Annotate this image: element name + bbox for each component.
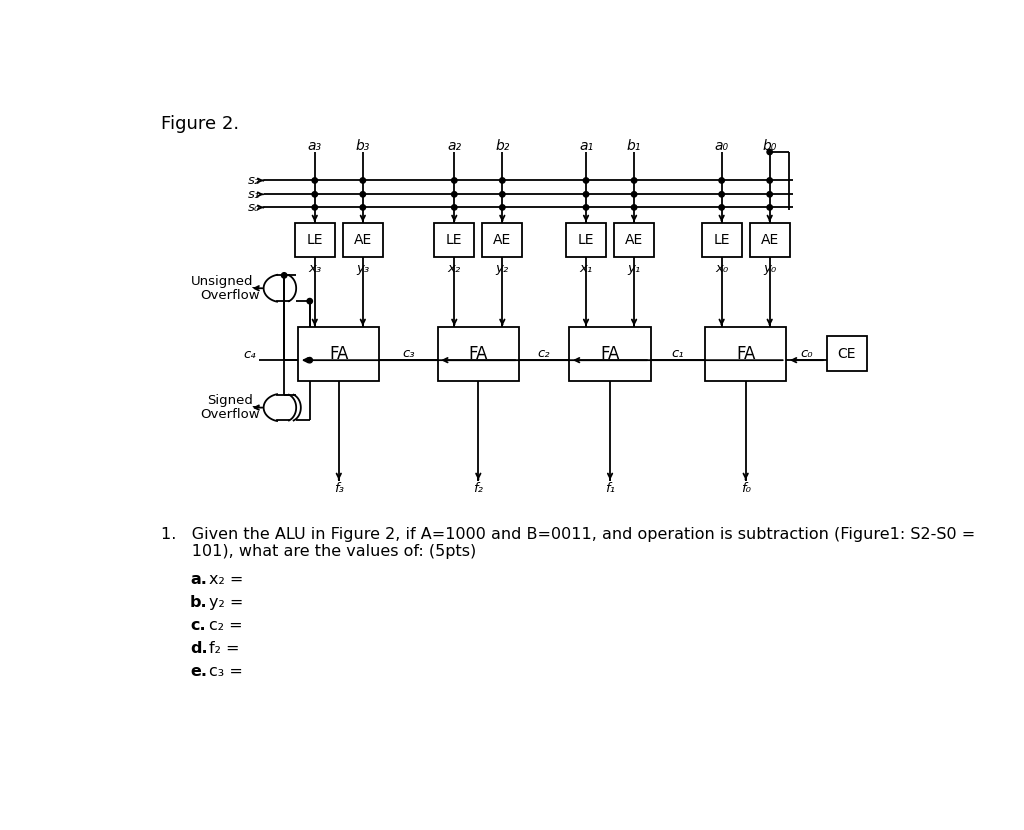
Text: AE: AE [625, 233, 643, 247]
Circle shape [360, 205, 366, 210]
Text: AE: AE [761, 233, 779, 247]
Text: y₃: y₃ [356, 261, 370, 275]
Text: y₁: y₁ [628, 261, 641, 275]
Text: f₂: f₂ [473, 482, 483, 495]
Circle shape [584, 178, 589, 183]
Circle shape [632, 192, 637, 197]
Text: b₃: b₃ [355, 139, 370, 153]
Circle shape [452, 192, 457, 197]
Circle shape [584, 205, 589, 210]
Text: c₃: c₃ [402, 347, 415, 359]
Text: 1.   Given the ALU in Figure 2, if A=1000 and B=0011, and operation is subtracti: 1. Given the ALU in Figure 2, if A=1000 … [161, 527, 975, 542]
Text: Overflow: Overflow [200, 408, 260, 421]
Text: c₂ =: c₂ = [209, 618, 243, 632]
Circle shape [632, 205, 637, 210]
Text: AE: AE [494, 233, 511, 247]
Text: x₀: x₀ [715, 261, 728, 275]
Bar [343, 222, 383, 257]
Text: f₀: f₀ [740, 482, 751, 495]
Text: Figure 2.: Figure 2. [161, 115, 239, 133]
Text: Unsigned_: Unsigned_ [190, 275, 260, 288]
Circle shape [312, 178, 317, 183]
Circle shape [500, 178, 505, 183]
Bar [701, 222, 741, 257]
Text: e.: e. [190, 664, 207, 679]
Bar [434, 222, 474, 257]
Circle shape [282, 273, 287, 278]
Circle shape [307, 358, 312, 363]
Circle shape [452, 178, 457, 183]
Text: a₂: a₂ [447, 139, 462, 153]
Circle shape [500, 205, 505, 210]
Bar [705, 327, 786, 381]
Text: c₂: c₂ [538, 347, 551, 359]
Circle shape [584, 192, 589, 197]
Text: f₁: f₁ [605, 482, 615, 495]
Text: c₄: c₄ [244, 348, 256, 360]
Circle shape [500, 192, 505, 197]
Bar [614, 222, 654, 257]
Text: a₀: a₀ [715, 139, 729, 153]
Text: LE: LE [446, 233, 463, 247]
Text: Overflow: Overflow [200, 289, 260, 301]
Text: AE: AE [353, 233, 372, 247]
Circle shape [767, 178, 772, 183]
Text: c₀: c₀ [800, 347, 813, 359]
Circle shape [719, 192, 724, 197]
Text: LE: LE [306, 233, 323, 247]
Text: f₃: f₃ [334, 482, 344, 495]
Text: FA: FA [329, 344, 348, 363]
Text: b₁: b₁ [627, 139, 641, 153]
Text: c₁: c₁ [672, 347, 684, 359]
Circle shape [767, 149, 772, 154]
Text: FA: FA [736, 344, 756, 363]
Bar [482, 222, 522, 257]
Text: y₂: y₂ [496, 261, 509, 275]
Text: Signed_: Signed_ [207, 394, 260, 408]
Text: y₂ =: y₂ = [209, 595, 244, 610]
Text: a₁: a₁ [579, 139, 593, 153]
Text: c.: c. [190, 618, 206, 632]
Text: c₃ =: c₃ = [209, 664, 244, 679]
Text: s₁: s₁ [248, 188, 260, 201]
Text: LE: LE [578, 233, 594, 247]
Text: b.: b. [190, 595, 208, 610]
Text: FA: FA [600, 344, 620, 363]
Text: LE: LE [714, 233, 730, 247]
Circle shape [360, 192, 366, 197]
Text: d.: d. [190, 641, 208, 656]
Circle shape [767, 192, 772, 197]
Bar [437, 327, 519, 381]
Bar [295, 222, 335, 257]
Text: s₂: s₂ [248, 174, 260, 187]
Text: x₁: x₁ [580, 261, 593, 275]
Circle shape [307, 299, 312, 304]
Text: a.: a. [190, 572, 207, 587]
Text: x₂ =: x₂ = [209, 572, 244, 587]
Circle shape [312, 205, 317, 210]
Text: y₀: y₀ [763, 261, 776, 275]
Text: x₃: x₃ [308, 261, 322, 275]
Bar [826, 336, 867, 371]
Bar [566, 222, 606, 257]
Bar [750, 222, 790, 257]
Text: 101), what are the values of: (5pts): 101), what are the values of: (5pts) [161, 544, 476, 559]
Circle shape [452, 205, 457, 210]
Circle shape [719, 205, 724, 210]
Bar [298, 327, 380, 381]
Text: b₂: b₂ [496, 139, 510, 153]
Text: FA: FA [469, 344, 488, 363]
Circle shape [632, 178, 637, 183]
Text: CE: CE [838, 347, 856, 361]
Circle shape [719, 178, 724, 183]
Text: b₀: b₀ [763, 139, 777, 153]
Text: x₂: x₂ [447, 261, 461, 275]
Circle shape [312, 192, 317, 197]
Circle shape [360, 178, 366, 183]
Circle shape [767, 205, 772, 210]
Text: a₃: a₃ [308, 139, 322, 153]
Text: s₀: s₀ [248, 201, 260, 214]
Text: f₂ =: f₂ = [209, 641, 240, 656]
Bar [569, 327, 650, 381]
